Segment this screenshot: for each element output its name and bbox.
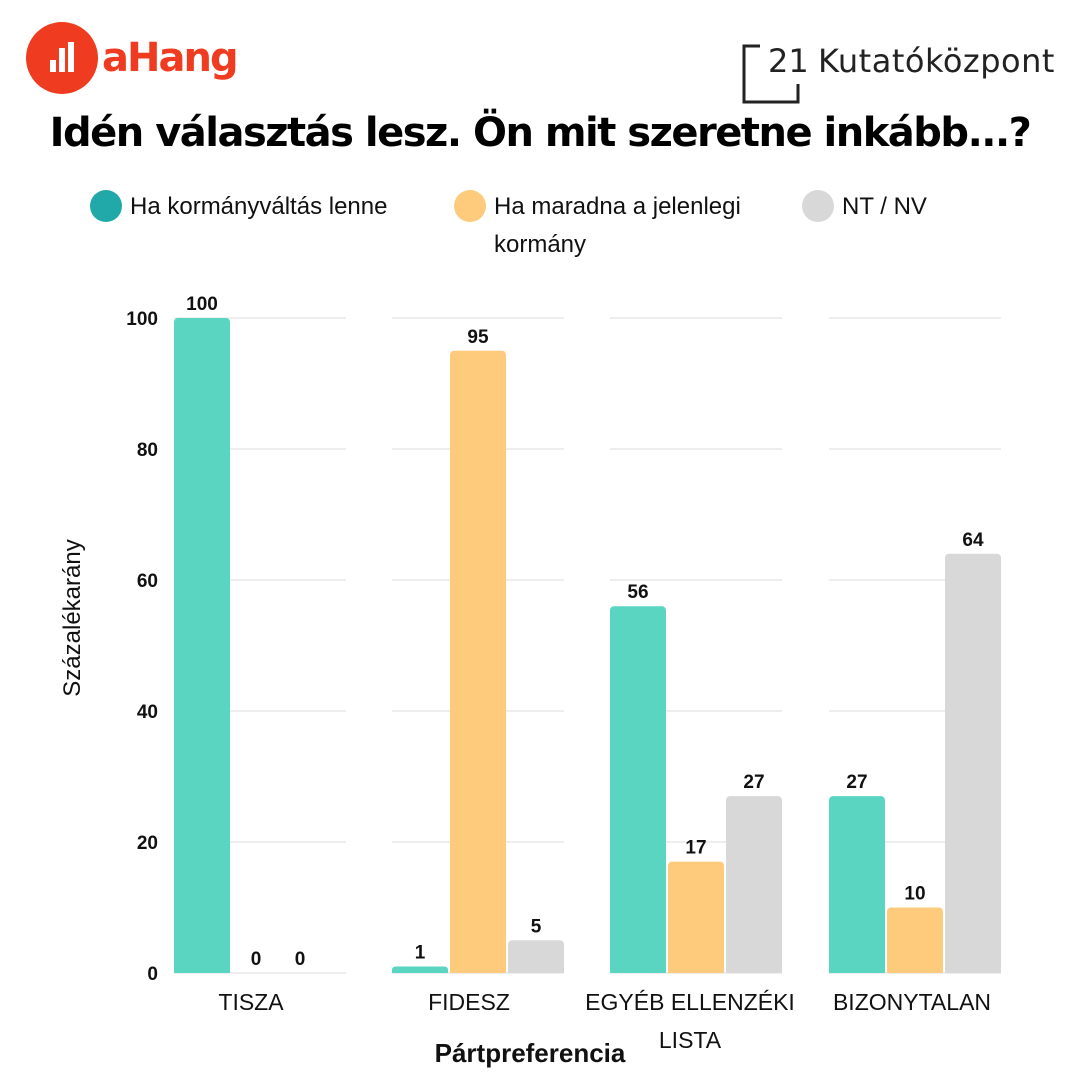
bar-base [392, 969, 448, 973]
data-label: 17 [685, 838, 706, 859]
data-label: 56 [627, 582, 648, 603]
ahang-logo-text: aHang [102, 35, 239, 81]
y-tick-label: 20 [137, 833, 158, 854]
x-tick-label: FIDESZ [428, 989, 510, 1015]
data-label: 5 [531, 916, 542, 937]
legend-label-3: NT / NV [842, 193, 927, 220]
kutatokozpont-logo: 21 Kutatóközpont [742, 44, 1062, 104]
ahang-logo: aHang [26, 22, 239, 94]
bar [668, 861, 724, 973]
legend-dot-icon [802, 190, 834, 222]
bar [508, 940, 564, 973]
y-tick-label: 80 [137, 440, 158, 461]
y-tick-label: 0 [147, 964, 158, 985]
bar-base [829, 969, 885, 973]
legend-label-2: Ha maradna a jelenlegi kormány [494, 193, 741, 258]
data-label: 27 [743, 772, 764, 793]
legend-item-1: Ha kormányváltás lenne [90, 188, 387, 226]
data-label: 64 [962, 530, 984, 551]
y-axis-title: Százalékarány [59, 539, 86, 696]
x-tick-label: BIZONYTALAN [833, 989, 991, 1015]
bar-chart-logo-icon [26, 22, 98, 94]
legend-dot-icon [90, 190, 122, 222]
bar-base [726, 969, 782, 973]
bar-base [508, 969, 564, 973]
data-label: 1 [415, 942, 426, 963]
data-label: 27 [846, 772, 867, 793]
bar [450, 350, 506, 973]
bar-base [174, 969, 230, 973]
bar [174, 318, 230, 973]
y-tick-label: 100 [126, 309, 158, 330]
x-tick-label: TISZA [218, 989, 284, 1015]
x-axis-title: Pártpreferencia [435, 1038, 626, 1068]
bar-base [945, 969, 1001, 973]
logo-name: Kutatóközpont [818, 42, 1055, 80]
bar-base [450, 969, 506, 973]
legend-label-1: Ha kormányváltás lenne [130, 193, 388, 220]
bar-base [668, 969, 724, 973]
bar [610, 606, 666, 973]
data-label: 100 [186, 294, 218, 315]
chart-title: Idén választás lesz. Ön mit szeretne ink… [49, 110, 1032, 156]
data-label: 95 [467, 327, 489, 348]
legend-item-3: NT / NV [802, 188, 927, 226]
legend-item-2: Ha maradna a jelenlegi kormány [454, 188, 774, 264]
bar [887, 907, 943, 973]
logo-number: 21 [768, 42, 809, 80]
x-tick-label: EGYÉB ELLENZÉKI [585, 989, 795, 1015]
y-tick-label: 60 [137, 571, 158, 592]
data-label: 0 [251, 949, 262, 970]
data-label: 0 [295, 949, 306, 970]
bar-base [610, 969, 666, 973]
bar [829, 796, 885, 973]
x-tick-label: LISTA [659, 1027, 722, 1053]
bar [945, 553, 1001, 973]
bar-base [887, 969, 943, 973]
y-tick-label: 40 [137, 702, 158, 723]
bracket-logo-icon [742, 44, 800, 104]
bar [726, 796, 782, 973]
legend-dot-icon [454, 190, 486, 222]
data-label: 10 [904, 884, 925, 905]
